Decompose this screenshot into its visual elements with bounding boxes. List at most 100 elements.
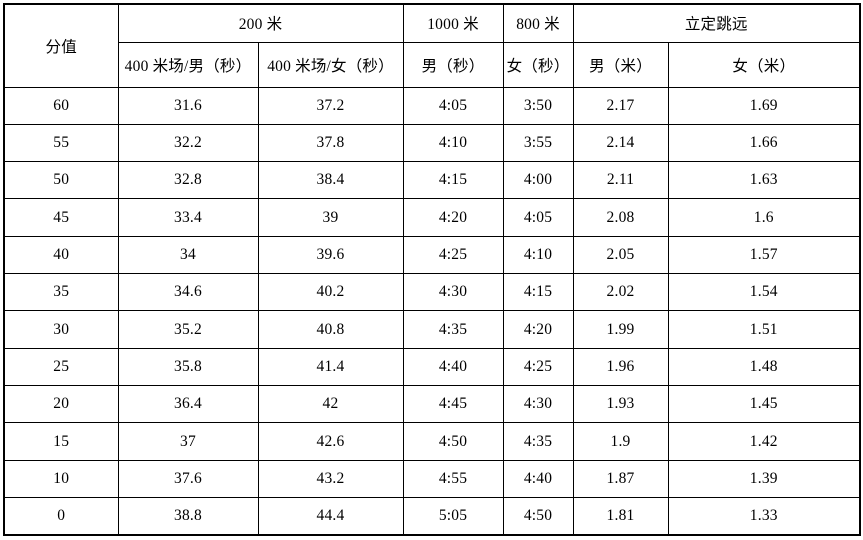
score-cell: 10 xyxy=(3,459,119,499)
value-cell: 37.2 xyxy=(257,86,404,125)
value-cell: 42 xyxy=(257,385,404,424)
value-cell: 5:05 xyxy=(402,497,504,536)
value-cell: 4:40 xyxy=(402,347,504,387)
table-row: 50 32.8 38.4 4:15 4:00 2.11 1.63 xyxy=(3,161,861,200)
value-cell: 1.54 xyxy=(667,273,861,312)
value-cell: 38.8 xyxy=(117,497,259,536)
value-cell: 4:45 xyxy=(402,385,504,424)
table-row: 10 37.6 43.2 4:55 4:40 1.87 1.39 xyxy=(3,459,861,499)
table-row: 60 31.6 37.2 4:05 3:50 2.17 1.69 xyxy=(3,86,861,125)
value-cell: 32.2 xyxy=(117,123,259,163)
value-cell: 3:50 xyxy=(502,86,574,125)
table-row: 45 33.4 39 4:20 4:05 2.08 1.6 xyxy=(3,198,861,237)
header-group-long-jump: 立定跳远 xyxy=(572,3,861,43)
value-cell: 4:15 xyxy=(402,161,504,200)
value-cell: 1.48 xyxy=(667,347,861,387)
header-200m-male: 400 米场/男（秒） xyxy=(117,41,259,88)
value-cell: 2.05 xyxy=(572,235,669,275)
header-jump-male: 男（米） xyxy=(572,41,669,88)
score-cell: 30 xyxy=(3,310,119,349)
header-1000m-male: 男（秒） xyxy=(402,41,504,88)
value-cell: 1.42 xyxy=(667,422,861,461)
value-cell: 1.87 xyxy=(572,459,669,499)
value-cell: 1.93 xyxy=(572,385,669,424)
score-cell: 35 xyxy=(3,273,119,312)
value-cell: 1.81 xyxy=(572,497,669,536)
value-cell: 4:55 xyxy=(402,459,504,499)
score-cell: 25 xyxy=(3,347,119,387)
value-cell: 4:00 xyxy=(502,161,574,200)
value-cell: 3:55 xyxy=(502,123,574,163)
value-cell: 4:15 xyxy=(502,273,574,312)
value-cell: 1.69 xyxy=(667,86,861,125)
table-row: 20 36.4 42 4:45 4:30 1.93 1.45 xyxy=(3,385,861,424)
table-row: 15 37 42.6 4:50 4:35 1.9 1.42 xyxy=(3,422,861,461)
score-table: 分值 200 米 1000 米 800 米 立定跳远 400 米场/男（秒） 4… xyxy=(3,3,862,536)
value-cell: 36.4 xyxy=(117,385,259,424)
value-cell: 34 xyxy=(117,235,259,275)
value-cell: 2.08 xyxy=(572,198,669,237)
value-cell: 4:25 xyxy=(402,235,504,275)
value-cell: 1.96 xyxy=(572,347,669,387)
value-cell: 32.8 xyxy=(117,161,259,200)
value-cell: 1.99 xyxy=(572,310,669,349)
table-row: 55 32.2 37.8 4:10 3:55 2.14 1.66 xyxy=(3,123,861,163)
value-cell: 4:05 xyxy=(502,198,574,237)
value-cell: 4:20 xyxy=(502,310,574,349)
value-cell: 33.4 xyxy=(117,198,259,237)
value-cell: 38.4 xyxy=(257,161,404,200)
value-cell: 1.9 xyxy=(572,422,669,461)
value-cell: 34.6 xyxy=(117,273,259,312)
value-cell: 31.6 xyxy=(117,86,259,125)
value-cell: 40.8 xyxy=(257,310,404,349)
value-cell: 43.2 xyxy=(257,459,404,499)
score-cell: 15 xyxy=(3,422,119,461)
value-cell: 4:35 xyxy=(402,310,504,349)
value-cell: 1.63 xyxy=(667,161,861,200)
value-cell: 39 xyxy=(257,198,404,237)
value-cell: 2.17 xyxy=(572,86,669,125)
value-cell: 2.14 xyxy=(572,123,669,163)
value-cell: 35.2 xyxy=(117,310,259,349)
score-cell: 0 xyxy=(3,497,119,536)
value-cell: 4:05 xyxy=(402,86,504,125)
value-cell: 4:30 xyxy=(502,385,574,424)
header-group-1000m: 1000 米 xyxy=(402,3,504,43)
value-cell: 4:40 xyxy=(502,459,574,499)
header-200m-female: 400 米场/女（秒） xyxy=(257,41,404,88)
table-row: 40 34 39.6 4:25 4:10 2.05 1.57 xyxy=(3,235,861,275)
score-cell: 50 xyxy=(3,161,119,200)
value-cell: 4:50 xyxy=(502,497,574,536)
value-cell: 35.8 xyxy=(117,347,259,387)
table-row: 25 35.8 41.4 4:40 4:25 1.96 1.48 xyxy=(3,347,861,387)
score-cell: 45 xyxy=(3,198,119,237)
score-cell: 40 xyxy=(3,235,119,275)
value-cell: 41.4 xyxy=(257,347,404,387)
value-cell: 42.6 xyxy=(257,422,404,461)
table-body: 60 31.6 37.2 4:05 3:50 2.17 1.69 55 32.2 37.8 4:10… xyxy=(3,86,861,536)
value-cell: 44.4 xyxy=(257,497,404,536)
value-cell: 4:50 xyxy=(402,422,504,461)
value-cell: 1.6 xyxy=(667,198,861,237)
table-row: 0 38.8 44.4 5:05 4:50 1.81 1.33 xyxy=(3,497,861,536)
score-cell: 20 xyxy=(3,385,119,424)
table-header: 分值 200 米 1000 米 800 米 立定跳远 400 米场/男（秒） 4… xyxy=(3,3,861,88)
header-800m-female: 女（秒） xyxy=(502,41,574,88)
header-jump-female: 女（米） xyxy=(667,41,861,88)
value-cell: 1.57 xyxy=(667,235,861,275)
value-cell: 4:10 xyxy=(502,235,574,275)
value-cell: 40.2 xyxy=(257,273,404,312)
score-cell: 55 xyxy=(3,123,119,163)
value-cell: 1.39 xyxy=(667,459,861,499)
value-cell: 39.6 xyxy=(257,235,404,275)
value-cell: 37.6 xyxy=(117,459,259,499)
header-score: 分值 xyxy=(3,3,119,88)
header-row-groups: 分值 200 米 1000 米 800 米 立定跳远 xyxy=(3,3,861,88)
value-cell: 1.51 xyxy=(667,310,861,349)
header-row-subcolumns: 400 米场/男（秒） 400 米场/女（秒） 男（秒） 女（秒） 男（米） 女… xyxy=(4,41,861,88)
value-cell: 1.33 xyxy=(667,497,861,536)
score-cell: 60 xyxy=(3,86,119,125)
table-row: 30 35.2 40.8 4:35 4:20 1.99 1.51 xyxy=(3,310,861,349)
value-cell: 4:25 xyxy=(502,347,574,387)
